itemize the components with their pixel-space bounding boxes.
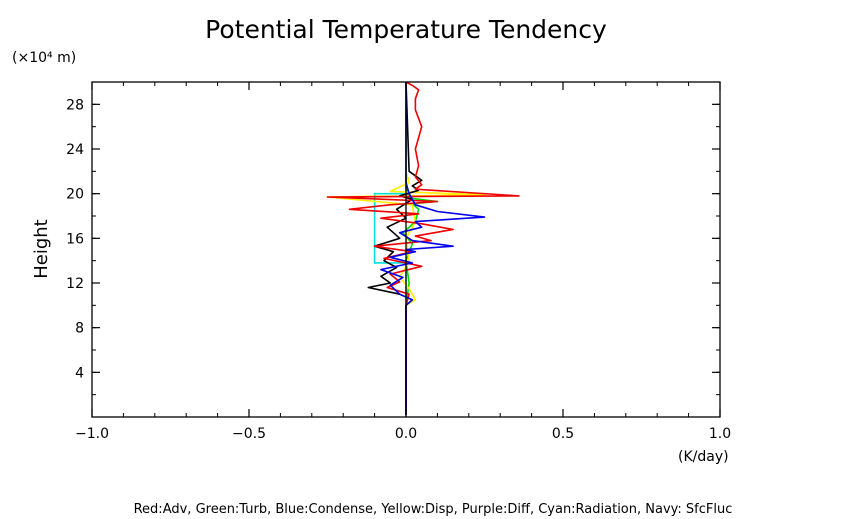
series-line-cyan <box>373 82 407 415</box>
y-tick-label: 28 <box>66 97 84 113</box>
x-tick-label: −1.0 <box>75 426 109 442</box>
series-layer <box>326 81 520 415</box>
y-tick-label: 12 <box>66 276 84 292</box>
series-line-red <box>326 81 520 415</box>
x-tick-label: 1.0 <box>709 426 731 442</box>
x-tick-label: −0.5 <box>232 426 266 442</box>
y-axis-unit: (×10⁴ m) <box>12 50 76 66</box>
y-tick-label: 24 <box>66 142 84 158</box>
x-tick-label: 0.5 <box>552 426 574 442</box>
axis-layer: −1.0 −0.5 0.0 0.5 1.0 4 8 12 16 20 24 28 <box>66 81 731 442</box>
y-tick-label: 20 <box>66 187 84 203</box>
y-tick-label: 16 <box>66 231 84 247</box>
x-axis-unit: (K/day) <box>678 449 729 465</box>
x-tick-label: 0.0 <box>395 426 417 442</box>
series-line-black <box>367 81 423 415</box>
chart-title: Potential Temperature Tendency <box>205 15 607 44</box>
series-line-blue <box>380 82 486 415</box>
y-tick-label: 8 <box>75 321 84 337</box>
y-tick-label: 4 <box>75 365 84 381</box>
y-axis-label: Height <box>31 219 52 279</box>
legend-footnote: Red:Adv, Green:Turb, Blue:Condense, Yell… <box>134 502 733 517</box>
